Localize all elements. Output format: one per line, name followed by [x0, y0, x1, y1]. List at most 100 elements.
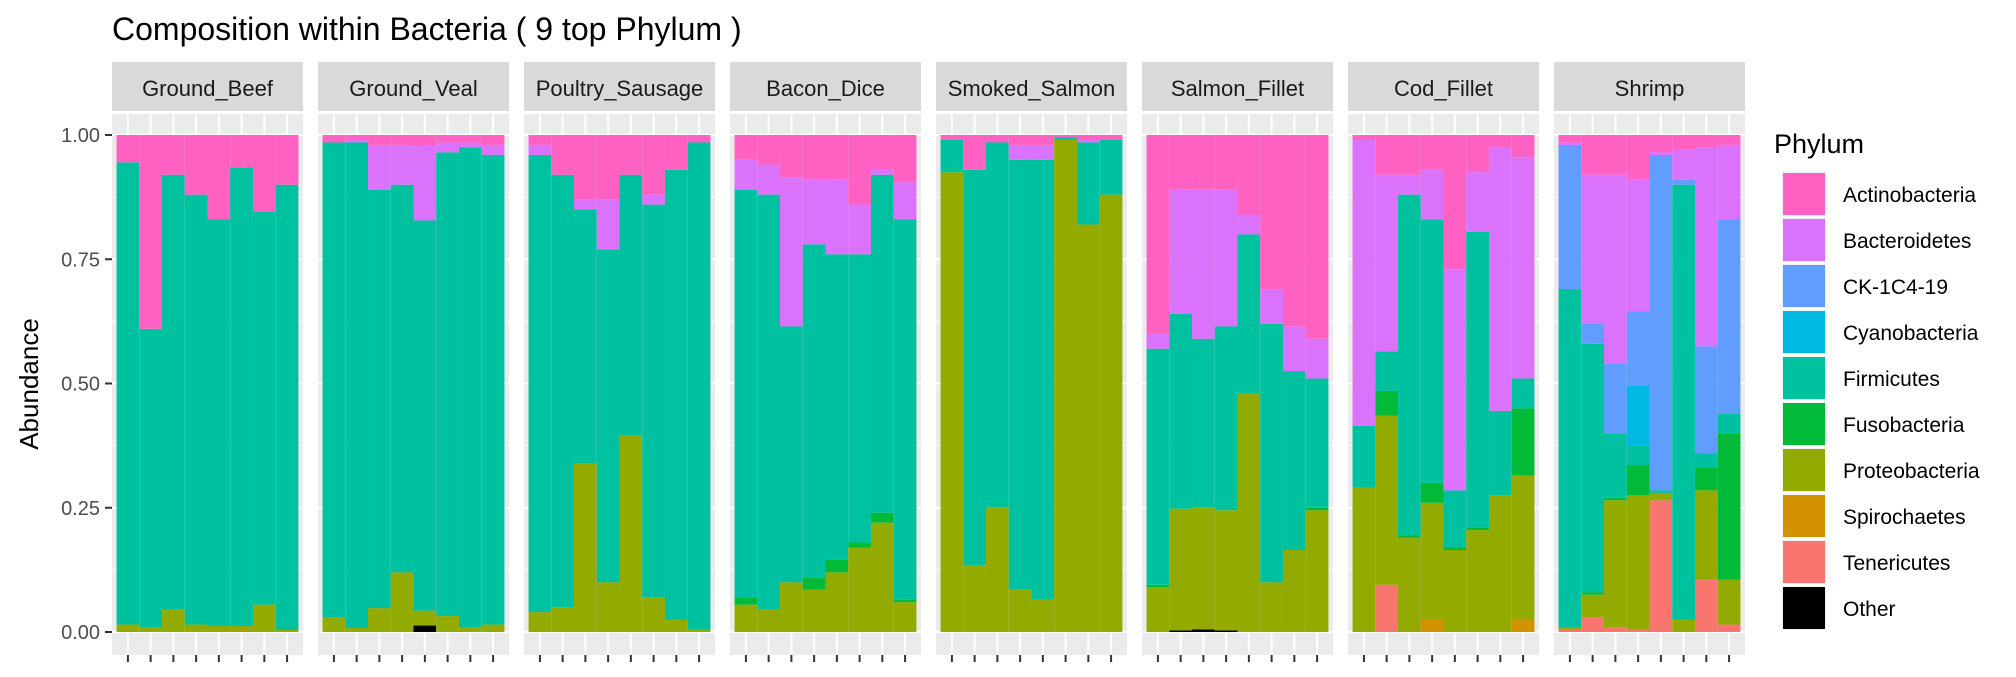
bar-segment-actinobacteria	[1558, 135, 1582, 143]
bar-segment-firmicutes	[1443, 490, 1467, 548]
bar-segment-bacteroidetes	[458, 142, 482, 148]
bar-segment-actinobacteria	[390, 135, 414, 145]
y-axis: 0.00 0.25 0.50 0.75 1.00	[61, 125, 112, 644]
facet-strip-label: Shrimp	[1615, 76, 1685, 101]
bar-segment-proteobacteria	[345, 628, 369, 632]
bar-segment-proteobacteria	[642, 597, 665, 632]
bar-segment-bacteroidetes	[1398, 174, 1421, 195]
legend-label: CK-1C4-19	[1843, 276, 1948, 299]
bar-segment-proteobacteria	[986, 507, 1009, 632]
bar-segment-cyanobacteria	[1626, 385, 1650, 446]
bar-segment-firmicutes	[1511, 378, 1535, 409]
bar-segment-firmicutes	[184, 194, 208, 625]
bar-segment-proteobacteria	[1558, 627, 1582, 630]
bar-segment-fusobacteria	[1398, 535, 1421, 538]
facet-poultry-sausage: Poultry_Sausage	[524, 62, 715, 662]
bar-segment-bacteroidetes	[574, 199, 597, 210]
bar-segment-actinobacteria	[1282, 135, 1306, 327]
bar-segment-proteobacteria	[1443, 549, 1467, 632]
bar-segment-ck-1c4-19	[1581, 323, 1605, 344]
bar-segment-actinobacteria	[780, 135, 803, 178]
bar-segment-actinobacteria	[1305, 135, 1329, 339]
legend-swatch	[1783, 219, 1825, 261]
bar-segment-bacteroidetes	[436, 142, 459, 153]
bar-segment-actinobacteria	[1717, 135, 1741, 145]
bar-segment-proteobacteria	[413, 610, 437, 626]
legend-label: Bacteroidetes	[1843, 230, 1971, 253]
bar-segment-actinobacteria	[1237, 135, 1261, 215]
bar-segment-firmicutes	[1214, 326, 1238, 511]
bar-segment-bacteroidetes	[1076, 139, 1100, 143]
facet-strip-label: Ground_Beef	[142, 76, 274, 101]
legend: Phylum Actinobacteria Bacteroidetes CK-1C4…	[1774, 129, 1980, 630]
bar-segment-actinobacteria	[734, 135, 758, 160]
bar-segment-actinobacteria	[207, 135, 231, 220]
facet-strip	[318, 62, 509, 111]
bar-segment-firmicutes	[780, 326, 803, 583]
bar-segment-proteobacteria	[1237, 393, 1261, 632]
y-tick-label: 0.00	[61, 622, 100, 644]
bar-segment-firmicutes	[1282, 371, 1306, 550]
bar-segment-bacteroidetes	[1511, 157, 1535, 379]
bar-segment-actinobacteria	[1604, 135, 1627, 175]
bar-segment-firmicutes	[940, 139, 964, 173]
bar-segment-ck-1c4-19	[1649, 154, 1673, 491]
facet-strip	[730, 62, 921, 111]
bar-segment-proteobacteria	[687, 629, 711, 632]
y-tick-label: 0.25	[61, 498, 100, 520]
bar-segment-actinobacteria	[825, 135, 849, 180]
bar-segment-actinobacteria	[275, 135, 299, 185]
bar-segment-proteobacteria	[893, 602, 917, 632]
bar-segment-proteobacteria	[1694, 490, 1718, 580]
bar-segment-actinobacteria	[940, 135, 964, 140]
legend-label: Other	[1843, 598, 1896, 621]
facet-strip	[1348, 62, 1539, 111]
bar-segment-bacteroidetes	[1375, 174, 1399, 352]
facet-strip-label: Ground_Veal	[349, 76, 477, 101]
bar-segment-actinobacteria	[1214, 135, 1238, 190]
facet-strip	[1554, 62, 1745, 111]
bar-segment-proteobacteria	[116, 624, 140, 632]
bar-segment-ck-1c4-19	[1626, 311, 1650, 386]
bar-segment-actinobacteria	[1672, 135, 1695, 150]
legend-item-actinobacteria: Actinobacteria	[1782, 172, 1976, 216]
bar-segment-actinobacteria	[1054, 135, 1077, 138]
bar-segment-bacteroidetes	[870, 169, 894, 175]
bar-segment-actinobacteria	[757, 135, 781, 165]
bar-segment-proteobacteria	[1076, 224, 1100, 632]
bar-segment-actinobacteria	[368, 135, 391, 145]
bar-segment-proteobacteria	[1717, 579, 1741, 625]
bar-segment-fusobacteria	[870, 512, 894, 523]
bar-segment-firmicutes	[207, 219, 231, 627]
bar-segment-bacteroidetes	[1626, 179, 1650, 312]
bar-segment-proteobacteria	[139, 627, 163, 632]
bar-segment-bacteroidetes	[1352, 139, 1376, 426]
y-tick-label: 0.50	[61, 374, 100, 396]
bar-segment-firmicutes	[1169, 313, 1193, 509]
bar-segment-actinobacteria	[139, 135, 163, 329]
bar-segment-fusobacteria	[1626, 465, 1650, 496]
bar-segment-proteobacteria	[436, 616, 459, 632]
bar-segment-proteobacteria	[458, 627, 482, 632]
bar-segment-proteobacteria	[1649, 492, 1673, 501]
bar-segment-proteobacteria	[1008, 589, 1032, 632]
bar-segment-firmicutes	[664, 169, 688, 620]
bar-segment-actinobacteria	[458, 135, 482, 143]
chart-title: Composition within Bacteria ( 9 top Phyl…	[112, 11, 742, 47]
bar-segment-firmicutes	[413, 220, 437, 611]
legend-label: Tenericutes	[1843, 552, 1950, 575]
bar-segment-actinobacteria	[687, 135, 711, 143]
bar-segment-actinobacteria	[252, 135, 276, 213]
bar-segment-firmicutes	[848, 254, 871, 543]
facet-strip	[524, 62, 715, 111]
legend-label: Spirochaetes	[1843, 506, 1966, 529]
bar-segment-proteobacteria	[551, 607, 575, 632]
bar-segment-firmicutes	[436, 152, 459, 617]
bar-segment-bacteroidetes	[1694, 147, 1718, 347]
bar-segment-actinobacteria	[963, 135, 987, 170]
legend-label: Actinobacteria	[1843, 184, 1976, 207]
bar-segment-actinobacteria	[436, 135, 459, 143]
legend-swatch	[1783, 541, 1825, 583]
